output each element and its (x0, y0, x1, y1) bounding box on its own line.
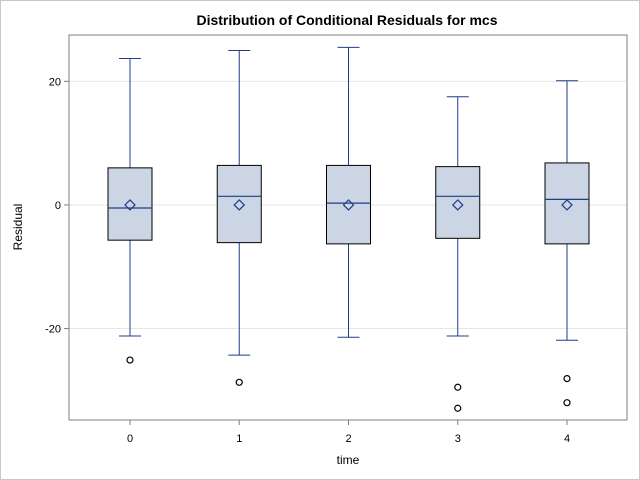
mean-marker (561, 199, 573, 211)
x-tick-label: 0 (127, 433, 133, 445)
y-tick-label: 0 (55, 200, 61, 212)
outlier-point (563, 374, 571, 383)
box-group-time-4 (544, 80, 590, 407)
box-group-time-3 (435, 96, 481, 412)
x-tick-label: 4 (564, 433, 570, 445)
axes: -20 0 20 0 1 2 3 4 (45, 76, 570, 445)
outlier-point (235, 378, 243, 386)
x-tick-label: 3 (455, 433, 461, 445)
box-group-time-0 (107, 57, 153, 364)
chart-title: Distribution of Conditional Residuals fo… (196, 12, 497, 28)
mean-marker (342, 199, 355, 211)
mean-marker (233, 199, 246, 211)
x-tick-label: 1 (236, 433, 242, 445)
box-group-time-1 (216, 49, 262, 386)
mean-marker (124, 199, 136, 211)
outlier-point (454, 404, 462, 412)
box-iqr (326, 164, 371, 245)
outlier-point (563, 399, 571, 407)
mean-marker (451, 199, 464, 211)
box-iqr (544, 162, 590, 245)
box-group-time-2 (326, 46, 371, 338)
box-iqr (107, 167, 153, 241)
box-iqr (216, 164, 262, 244)
y-tick-label: 20 (49, 76, 61, 88)
y-axis-label: Residual (11, 204, 25, 251)
box-iqr (435, 166, 481, 239)
x-axis-label: time (337, 453, 360, 467)
x-tick-label: 2 (345, 433, 351, 445)
outlier-point (126, 356, 134, 364)
box-series (107, 46, 590, 412)
y-tick-label: -20 (45, 324, 61, 336)
outlier-point (454, 383, 462, 391)
